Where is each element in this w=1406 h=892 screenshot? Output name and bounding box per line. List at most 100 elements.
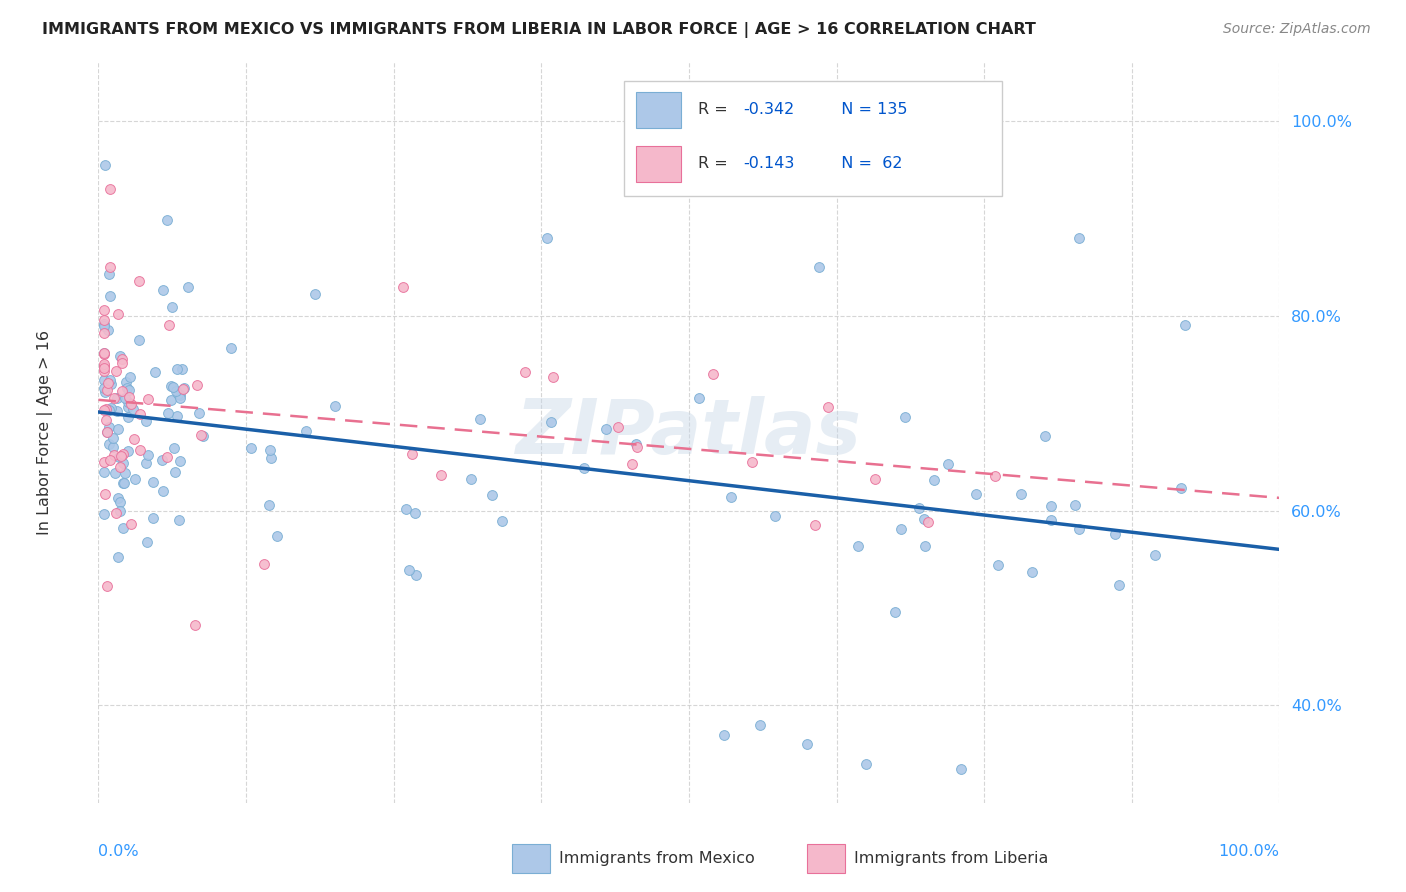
Point <box>172 382 194 396</box>
Point <box>917 516 939 530</box>
Point <box>987 558 1010 572</box>
Point <box>100 376 122 391</box>
Point <box>167 387 190 401</box>
Point <box>626 440 648 454</box>
Point <box>94 385 117 400</box>
Point <box>894 410 917 425</box>
Point <box>105 391 128 405</box>
Point <box>1033 429 1056 443</box>
Point <box>150 452 173 467</box>
Point <box>115 381 138 395</box>
Point <box>984 468 1007 483</box>
Point <box>110 450 132 464</box>
Point <box>304 287 326 301</box>
Point <box>93 345 115 359</box>
Point <box>124 473 146 487</box>
Point <box>160 379 183 393</box>
FancyBboxPatch shape <box>636 146 681 182</box>
FancyBboxPatch shape <box>512 844 550 873</box>
Point <box>98 419 121 434</box>
Point <box>398 563 420 577</box>
Point <box>111 356 134 370</box>
Point <box>98 373 121 387</box>
Point <box>93 454 115 468</box>
Point <box>93 318 115 333</box>
Point <box>93 402 115 417</box>
Point <box>1064 498 1087 512</box>
Point <box>135 456 157 470</box>
Point <box>101 431 124 445</box>
Point <box>93 358 115 372</box>
Point <box>391 280 413 294</box>
Point <box>626 437 648 451</box>
Point <box>93 381 115 395</box>
Point <box>93 465 115 479</box>
Point <box>112 521 135 535</box>
Point <box>98 182 121 196</box>
Point <box>741 455 763 469</box>
Point <box>470 411 492 425</box>
Point <box>129 442 152 457</box>
Point <box>104 506 127 520</box>
Point <box>107 423 129 437</box>
Point <box>720 490 742 504</box>
Point <box>94 487 117 501</box>
Point <box>936 457 959 471</box>
Point <box>460 472 482 486</box>
Text: IMMIGRANTS FROM MEXICO VS IMMIGRANTS FROM LIBERIA IN LABOR FORCE | AGE > 16 CORR: IMMIGRANTS FROM MEXICO VS IMMIGRANTS FRO… <box>42 22 1036 38</box>
Text: 100.0%: 100.0% <box>1219 844 1279 858</box>
Point <box>595 422 617 436</box>
Point <box>111 447 134 461</box>
Text: R =: R = <box>699 103 734 118</box>
Point <box>117 410 139 425</box>
Point <box>142 475 165 489</box>
Point <box>170 362 193 376</box>
Point <box>219 341 242 355</box>
Text: N = 135: N = 135 <box>831 103 907 118</box>
Point <box>763 508 786 523</box>
Point <box>93 373 115 387</box>
Point <box>395 502 418 516</box>
Point <box>157 318 180 333</box>
Point <box>884 605 907 619</box>
Point <box>190 428 212 442</box>
Point <box>713 728 735 742</box>
Point <box>128 407 150 421</box>
Point <box>101 441 124 455</box>
Point <box>259 442 281 457</box>
Point <box>135 414 157 428</box>
Point <box>98 452 121 467</box>
Point <box>165 384 187 398</box>
Point <box>1039 512 1062 526</box>
Point <box>93 361 115 376</box>
FancyBboxPatch shape <box>636 92 681 128</box>
Point <box>136 448 159 462</box>
Point <box>96 579 118 593</box>
Point <box>94 401 117 416</box>
Point <box>186 378 208 392</box>
Point <box>169 454 191 468</box>
Point <box>796 737 818 751</box>
Text: -0.342: -0.342 <box>744 103 794 118</box>
Point <box>107 307 129 321</box>
Point <box>160 392 183 407</box>
Text: Source: ZipAtlas.com: Source: ZipAtlas.com <box>1223 22 1371 37</box>
Point <box>257 498 280 512</box>
Point <box>702 367 724 381</box>
Point <box>540 415 562 429</box>
Point <box>93 507 115 521</box>
Point <box>110 504 132 518</box>
Point <box>145 365 167 379</box>
Point <box>111 456 134 470</box>
FancyBboxPatch shape <box>807 844 845 873</box>
Point <box>117 383 139 397</box>
Point <box>112 476 135 491</box>
Point <box>93 364 115 378</box>
Point <box>1174 318 1197 333</box>
Point <box>323 399 346 413</box>
Point <box>807 260 830 274</box>
Point <box>103 391 125 405</box>
Point <box>97 376 120 391</box>
Point <box>294 424 316 438</box>
Point <box>93 317 115 331</box>
